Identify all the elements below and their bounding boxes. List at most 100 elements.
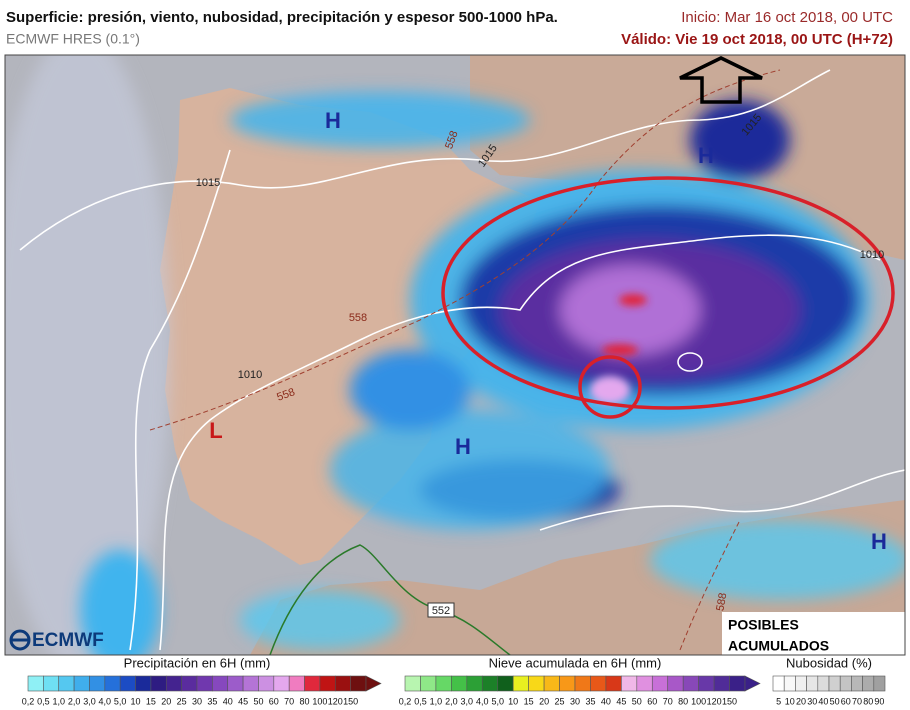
map-frame — [4, 54, 906, 656]
legend-tick-label: 3,0 — [461, 696, 474, 706]
legend-swatch — [729, 675, 746, 692]
legend-tick-label: 90 — [874, 696, 884, 706]
legend-tick-label: 20 — [539, 696, 549, 706]
legend-swatch — [528, 675, 545, 692]
legend-swatch — [196, 675, 213, 692]
legend-swatch — [165, 675, 182, 692]
legend-swatch — [273, 675, 290, 692]
legend-swatch — [43, 675, 60, 692]
legend-swatch — [89, 675, 106, 692]
legend-swatch — [851, 675, 863, 692]
legend-swatch — [862, 675, 875, 692]
thickness-label: 558 — [443, 129, 461, 150]
legend-arrow — [744, 675, 761, 692]
annotation-box — [722, 612, 905, 655]
legend-tick-label: 20 — [161, 696, 171, 706]
legend-swatch — [698, 675, 715, 692]
legend-swatch — [636, 675, 653, 692]
legend-tick-label: 100 — [691, 696, 706, 706]
legend-swatch — [435, 675, 452, 692]
legend-tick-label: 35 — [207, 696, 217, 706]
legend-tick-label: 50 — [632, 696, 642, 706]
legends: Precipitación en 6H (mm)0,2 0,5 1,0 2,0 3,0 4… — [22, 655, 886, 706]
legend-swatch — [783, 675, 796, 692]
legend-swatch — [150, 675, 167, 692]
legend-swatch — [404, 675, 421, 692]
model-label: ECMWF HRES (0.1°) — [6, 31, 140, 47]
legend-swatch — [451, 675, 468, 692]
legend-tick-label: 0,5 — [414, 696, 427, 706]
legend-swatch — [27, 675, 44, 692]
legend-tick-label: 150 — [343, 696, 358, 706]
legend-tick-label: 5,0 — [114, 696, 127, 706]
legend-tick-label: 0,5 — [37, 696, 50, 706]
legend-swatch — [73, 675, 90, 692]
legend-tick-label: 15 — [524, 696, 534, 706]
legend-tick-label: 10 — [785, 696, 795, 706]
legend-swatch — [574, 675, 591, 692]
legend-swatch — [481, 675, 499, 692]
legend-tick-label: 100 — [312, 696, 327, 706]
legend-swatch — [304, 675, 321, 692]
legend-tick-label: 0,2 — [22, 696, 35, 706]
legend-swatch — [104, 675, 121, 692]
annotation-line: ACUMULADOS — [728, 638, 829, 654]
legend-tick-label: 4,0 — [476, 696, 489, 706]
legend-swatch — [795, 675, 807, 692]
low-pressure-label: L — [209, 418, 222, 443]
legend-tick-label: 120 — [707, 696, 722, 706]
legend-tick-label: 80 — [678, 696, 688, 706]
cloud — [5, 55, 170, 655]
snow-contour — [269, 544, 511, 655]
logo-icon — [9, 629, 31, 651]
thickness-label: 558 — [275, 386, 296, 404]
legend-swatch — [512, 675, 529, 692]
legend-swatch — [817, 675, 830, 692]
legend-swatch — [559, 675, 576, 692]
legend-tick-label: 2,0 — [445, 696, 458, 706]
precip-cores — [590, 294, 647, 404]
land-iberia — [160, 88, 540, 565]
legend-swatch — [242, 675, 259, 692]
highlight-circle — [578, 355, 642, 419]
legend-swatch — [227, 675, 244, 692]
legend-tick-label: 70 — [663, 696, 673, 706]
legend-swatch — [334, 675, 351, 692]
high-pressure-label: H — [325, 108, 341, 133]
legend-tick-label: 0,2 — [399, 696, 412, 706]
legend-tick-label: 50 — [830, 696, 840, 706]
thickness-lines — [149, 69, 781, 651]
legend-tick-label: 150 — [722, 696, 737, 706]
legend-tick-label: 20 — [796, 696, 806, 706]
isobar-label: 1010 — [238, 369, 262, 381]
legend-swatch — [873, 675, 886, 692]
legend-tick-label: 25 — [555, 696, 565, 706]
legend-tick-label: 60 — [841, 696, 851, 706]
legend-swatch — [181, 675, 198, 692]
legend-tick-label: 35 — [585, 696, 595, 706]
high-pressure-label: H — [871, 529, 887, 554]
high-pressure-label: H — [698, 143, 714, 168]
legend-tick-label: 2,0 — [68, 696, 81, 706]
legend-swatch — [543, 675, 560, 692]
legend-tick-label: 120 — [328, 696, 343, 706]
legend-tick-label: 30 — [807, 696, 817, 706]
isobars — [19, 69, 905, 651]
legend-tick-label: 1,0 — [52, 696, 65, 706]
legend-swatch — [806, 675, 819, 692]
legend-tick-label: 50 — [253, 696, 263, 706]
high-pressure-label: H — [455, 434, 471, 459]
legend-swatch — [119, 675, 136, 692]
thickness-label-box — [427, 602, 455, 618]
legend-swatch — [135, 675, 152, 692]
legend-swatch — [713, 675, 730, 692]
legend-tick-label: 45 — [238, 696, 248, 706]
arrow-north — [679, 56, 763, 104]
thickness-label: 588 — [714, 592, 729, 612]
legend-tick-label: 1,0 — [430, 696, 443, 706]
legend-swatch — [420, 675, 437, 692]
highlight-ellipse — [441, 176, 895, 410]
legend-swatch — [350, 675, 367, 692]
logo-text: ECMWF — [32, 630, 104, 651]
